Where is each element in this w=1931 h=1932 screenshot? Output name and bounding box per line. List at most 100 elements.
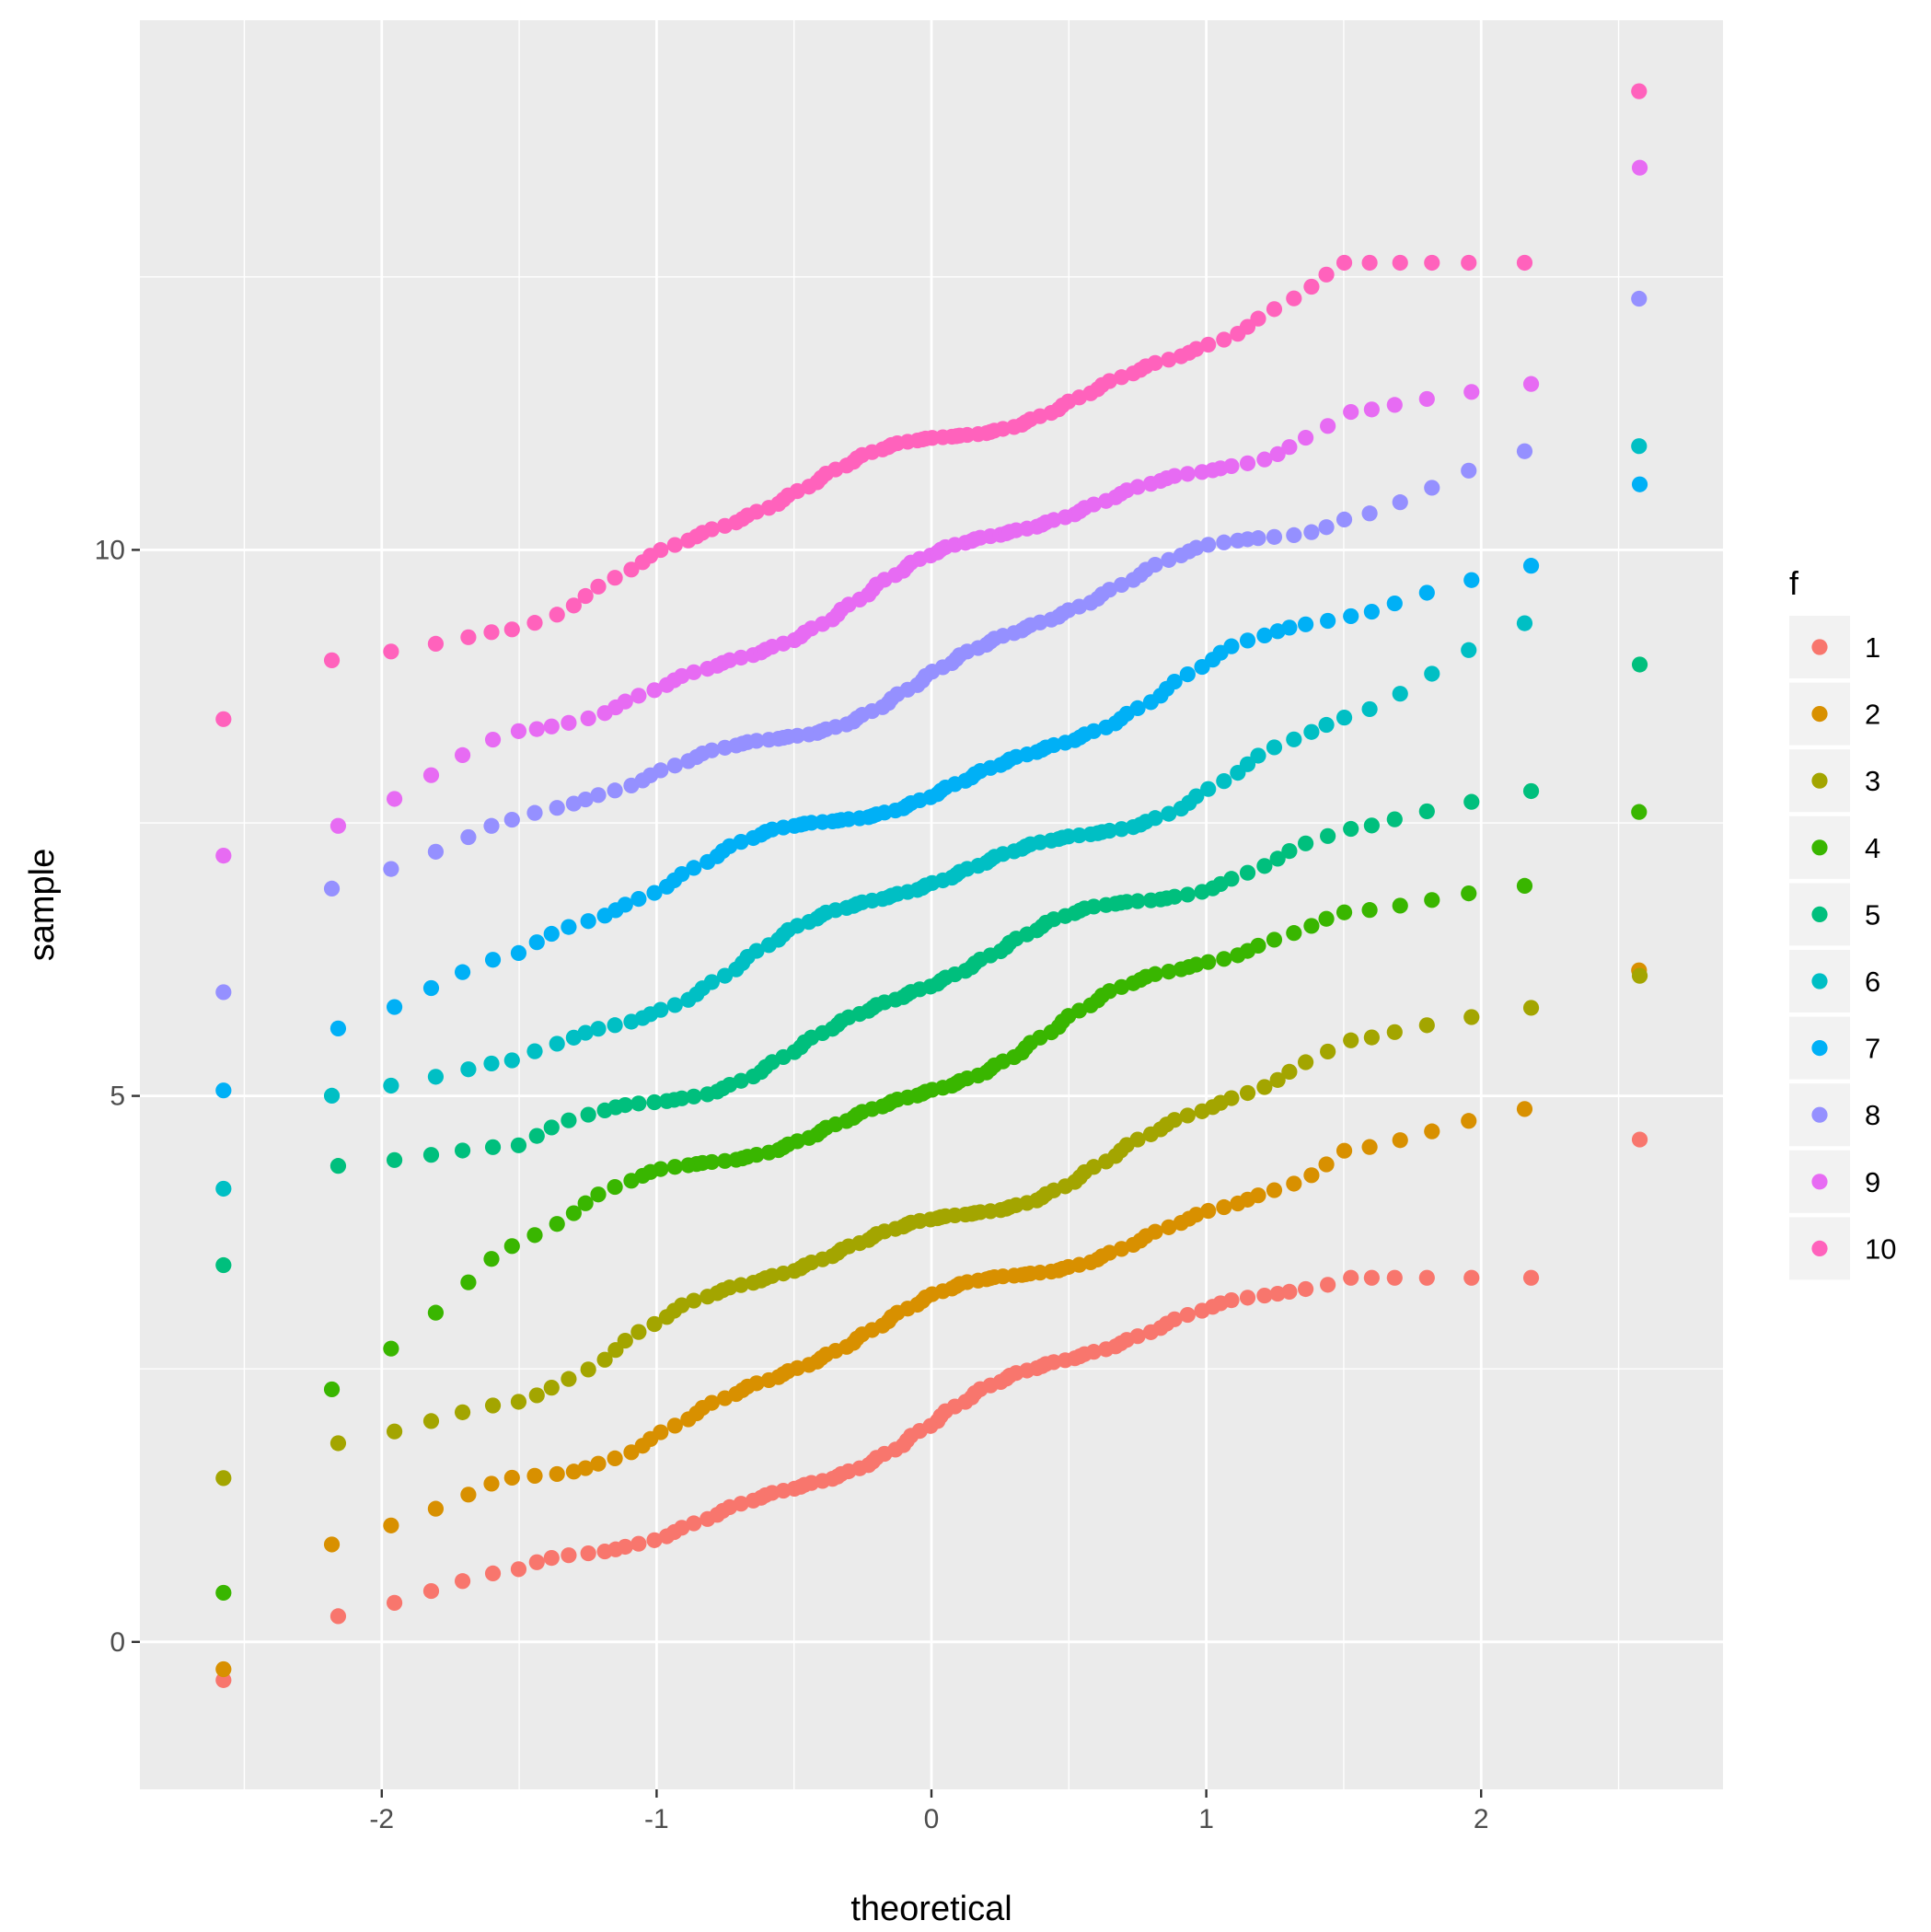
data-point: [748, 1147, 765, 1163]
data-point: [1297, 835, 1314, 851]
data-point: [1256, 1287, 1273, 1304]
series-8: [215, 290, 1648, 1001]
data-point: [1250, 747, 1266, 764]
data-point: [528, 1554, 545, 1570]
data-point: [607, 1450, 623, 1466]
data-point: [1200, 954, 1217, 970]
data-point: [1303, 524, 1320, 540]
series-1: [215, 1131, 1648, 1688]
data-point: [383, 643, 399, 660]
x-axis: -2 -1 0 1 2: [369, 1789, 1489, 1834]
data-point: [1250, 310, 1266, 327]
data-point: [1336, 511, 1353, 527]
data-point: [1631, 656, 1648, 673]
data-point: [460, 1061, 477, 1078]
legend-items: 1 2 3 4 5 6 7 8 9 10: [1789, 616, 1896, 1280]
data-point: [1188, 341, 1205, 357]
data-point: [561, 714, 577, 731]
data-point: [1166, 1311, 1183, 1327]
data-point: [503, 1238, 520, 1255]
data-point: [1223, 1292, 1240, 1309]
data-point: [1463, 1009, 1480, 1025]
legend-swatch: [1811, 639, 1828, 655]
data-point: [215, 1660, 232, 1678]
data-point: [561, 1547, 577, 1564]
data-point: [565, 597, 582, 614]
data-point: [1392, 1132, 1408, 1149]
data-point: [577, 791, 594, 808]
data-point: [1101, 983, 1118, 1000]
data-point: [703, 1153, 720, 1171]
data-point: [686, 860, 702, 876]
data-point: [630, 1324, 647, 1340]
data-point: [330, 817, 347, 834]
data-point: [1266, 931, 1283, 948]
data-point: [1281, 1283, 1298, 1301]
data-point: [789, 727, 805, 744]
data-point: [427, 1304, 445, 1321]
data-point: [483, 1475, 500, 1492]
data-point: [674, 866, 690, 883]
data-point: [323, 1381, 341, 1398]
data-point: [580, 913, 596, 930]
data-point: [1101, 1244, 1118, 1261]
x-tick-label: 0: [924, 1804, 940, 1834]
y-tick-label: 10: [95, 535, 125, 565]
data-point: [666, 1159, 683, 1175]
data-point: [1286, 1175, 1302, 1192]
data-point: [1161, 1219, 1177, 1235]
data-point: [1269, 1285, 1286, 1302]
data-point: [590, 1455, 607, 1472]
data-point: [577, 1460, 594, 1476]
data-point: [330, 1158, 347, 1174]
data-point: [580, 710, 596, 727]
data-point: [1297, 1054, 1314, 1070]
data-point: [1147, 966, 1163, 982]
data-point: [454, 1142, 471, 1159]
data-point: [1320, 1043, 1336, 1060]
data-point: [422, 767, 440, 783]
data-point: [1392, 897, 1408, 914]
data-point: [1166, 1112, 1183, 1128]
data-point: [383, 1517, 399, 1533]
data-point: [1318, 266, 1335, 283]
data-point: [1522, 1269, 1540, 1286]
data-point: [590, 1186, 607, 1203]
data-point: [1463, 793, 1480, 810]
data-point: [1161, 551, 1177, 568]
data-point: [1147, 810, 1163, 827]
data-point: [1166, 468, 1183, 484]
data-point: [1216, 331, 1232, 348]
data-point: [1386, 1269, 1403, 1286]
data-point: [386, 1423, 403, 1440]
data-point: [1223, 871, 1240, 887]
data-point: [528, 1387, 545, 1404]
data-point: [1336, 904, 1353, 920]
data-point: [543, 925, 560, 943]
legend-label: 5: [1865, 898, 1880, 931]
data-point: [1239, 864, 1256, 881]
data-point: [1303, 918, 1320, 934]
data-point: [528, 721, 545, 737]
data-point: [1161, 352, 1177, 368]
data-point: [1522, 1000, 1540, 1016]
series-7: [215, 476, 1648, 1099]
data-point: [590, 787, 607, 804]
data-point: [561, 1371, 577, 1387]
data-point: [1266, 301, 1283, 318]
series-5: [215, 656, 1648, 1274]
data-point: [607, 1017, 623, 1034]
data-point: [1085, 723, 1102, 739]
data-point: [1318, 910, 1335, 927]
data-point: [1269, 445, 1286, 463]
legend-label: 3: [1865, 765, 1880, 797]
data-point: [1318, 1156, 1335, 1173]
data-point: [607, 782, 623, 799]
data-point: [653, 1424, 669, 1440]
data-point: [1386, 1024, 1403, 1040]
data-point: [1392, 686, 1408, 702]
data-point: [561, 1112, 577, 1128]
data-point: [1101, 582, 1118, 598]
data-point: [1297, 429, 1314, 446]
